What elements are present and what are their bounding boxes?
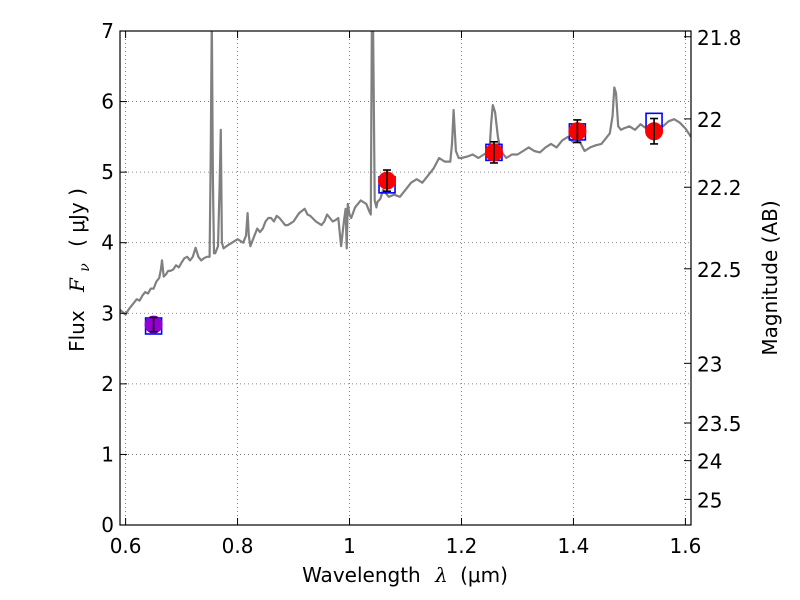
y2-tick-label: 22.5 — [697, 258, 742, 282]
x-tick-label: 1.6 — [669, 534, 701, 558]
y-tick-label: 0 — [101, 513, 114, 537]
y-tick-label: 6 — [101, 90, 114, 114]
spectrum-line — [120, 31, 691, 316]
y2-tick-label: 24 — [697, 450, 722, 474]
y-tick-label: 1 — [101, 442, 114, 466]
y-tick-label: 4 — [101, 231, 114, 255]
x-axis-label: Wavelength λ (μm) — [302, 563, 508, 587]
x-tick-label: 0.6 — [110, 534, 142, 558]
y-tick-label: 5 — [101, 160, 114, 184]
plot-background — [120, 31, 691, 525]
y2-tick-label: 22.2 — [697, 176, 742, 200]
y2-tick-label: 22 — [697, 108, 722, 132]
spectrum-line-group — [120, 31, 691, 316]
y2-tick-label: 25 — [697, 488, 722, 512]
y-tick-label: 3 — [101, 301, 114, 325]
y2-tick-label: 23.5 — [697, 412, 742, 436]
right-axis-label: Magnitude (AB) — [758, 200, 782, 355]
photometry-markers — [144, 112, 664, 335]
y-tick-label: 7 — [101, 19, 114, 43]
y2-tick-label: 23 — [697, 352, 722, 376]
x-tick-label: 1.4 — [558, 534, 590, 558]
x-tick-label: 1.2 — [446, 534, 478, 558]
y-tick-label: 2 — [101, 372, 114, 396]
y-axis-label: Flux F ν ( μJy ) — [65, 188, 94, 352]
x-tick-label: 1 — [343, 534, 356, 558]
x-tick-label: 0.8 — [222, 534, 254, 558]
y2-tick-label: 21.8 — [697, 26, 742, 50]
plot-frame — [119, 30, 692, 526]
